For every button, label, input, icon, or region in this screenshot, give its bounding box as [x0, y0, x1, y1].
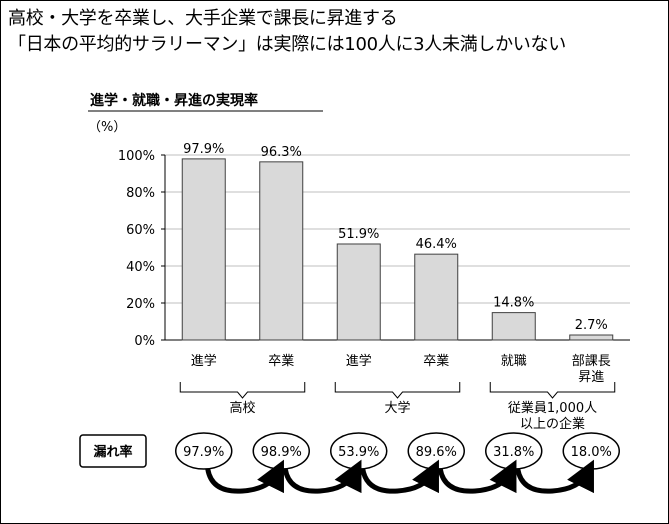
- leak-rate-value: 31.8%: [493, 445, 534, 460]
- bar: [414, 253, 459, 341]
- leak-rate-arrow: [360, 459, 439, 494]
- leak-rate-value: 89.6%: [416, 445, 457, 460]
- y-tick-label: 80%: [126, 186, 155, 201]
- leak-rate-value: 18.0%: [571, 445, 612, 460]
- bar: [181, 158, 226, 341]
- leak-rate-arrow: [282, 459, 362, 494]
- bar: [491, 312, 536, 341]
- y-tick-label: 20%: [126, 297, 155, 312]
- leak-rate-value: 98.9%: [261, 445, 302, 460]
- category-label: 卒業: [268, 353, 294, 369]
- chart-title: 進学・就職・昇進の実現率: [90, 92, 258, 109]
- headline-line-1: 高校・大学を卒業し、大手企業で課長に昇進する: [8, 8, 398, 29]
- leak-rate-arrow: [515, 459, 594, 494]
- category-label: 就職: [501, 354, 527, 369]
- bar-value-label: 97.9%: [183, 142, 224, 157]
- bar-value-label: 14.8%: [493, 296, 534, 311]
- leak-rate-value: 53.9%: [338, 445, 379, 460]
- group-bracket: [179, 382, 306, 399]
- bar: [336, 243, 381, 341]
- y-axis-unit-label: （%）: [88, 120, 126, 135]
- y-tick-label: 60%: [126, 223, 155, 238]
- group-label: 従業員1,000人: [508, 400, 597, 416]
- bar-value-label: 46.4%: [416, 237, 457, 252]
- bar: [569, 334, 614, 341]
- headline-line-2: 「日本の平均的サラリーマン」は実際には100人に3人未満しかいない: [8, 34, 566, 55]
- category-label: 卒業: [423, 353, 449, 369]
- leak-rate-oval: [175, 432, 233, 470]
- y-tick-label: 100%: [118, 149, 155, 164]
- y-tick-label: 40%: [126, 260, 155, 275]
- leak-rate-label: 漏れ率: [93, 444, 132, 460]
- y-tick-label: 0%: [134, 334, 155, 349]
- bar: [259, 161, 304, 341]
- bar-value-label: 51.9%: [338, 227, 379, 242]
- leak-rate-arrow: [437, 459, 517, 494]
- bar-value-label: 96.3%: [261, 145, 302, 160]
- leak-rate-arrow: [205, 459, 284, 494]
- group-bracket: [334, 382, 461, 399]
- category-label: 昇進: [578, 370, 604, 385]
- group-label: 大学: [384, 400, 410, 416]
- leak-rate-label-box: [79, 434, 147, 468]
- leak-rate-value: 97.9%: [183, 445, 224, 460]
- group-label: 高校: [229, 400, 255, 416]
- category-label: 進学: [346, 353, 372, 369]
- category-label: 部課長: [572, 353, 611, 369]
- bar-value-label: 2.7%: [575, 318, 608, 333]
- group-bracket: [489, 382, 616, 399]
- group-label: 以上の企業: [520, 416, 585, 432]
- category-label: 進学: [191, 353, 217, 369]
